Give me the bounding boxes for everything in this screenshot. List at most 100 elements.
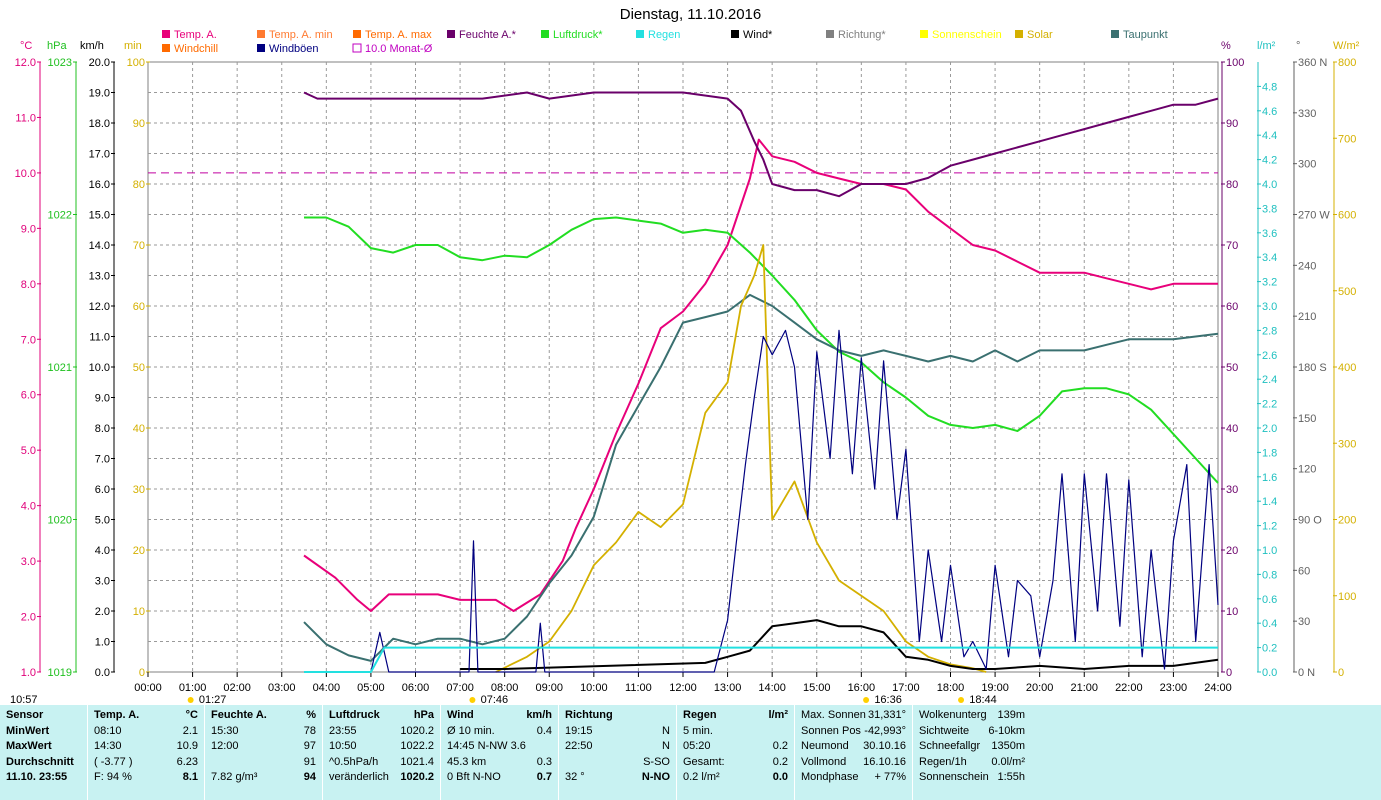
sun-event-icon xyxy=(863,697,870,703)
astro-label: Neumond xyxy=(801,740,849,752)
wind-header: Wind xyxy=(447,709,474,721)
x-tick-label: 04:00 xyxy=(313,682,341,694)
direction-time: 22:50 xyxy=(565,740,593,752)
humidity-tick: 0 xyxy=(1226,667,1232,679)
sun-tick: 70 xyxy=(133,240,145,252)
legend-label: Wind* xyxy=(743,29,773,41)
rain-panel: Regen l/m² 5 min. 05:20 0.2 Gesamt: 0.2 0.2… xyxy=(677,705,795,800)
rain-time: 0.2 l/m² xyxy=(683,771,720,783)
x-tick-label: 24:00 xyxy=(1204,682,1232,694)
sun-event-icon xyxy=(469,697,476,703)
x-tick-label: 06:00 xyxy=(402,682,430,694)
wind-tick: 9.0 xyxy=(95,393,110,405)
sun-tick: 0 xyxy=(139,667,145,679)
humidity-tick: 40 xyxy=(1226,423,1238,435)
astro-label: Vollmond xyxy=(801,755,847,768)
sun-event-label: 18:44 xyxy=(969,694,997,705)
direction-value: S-SO xyxy=(643,755,670,768)
x-tick-label: 07:00 xyxy=(446,682,474,694)
wind-tick: 10.0 xyxy=(89,362,110,374)
wind-tick: 11.0 xyxy=(89,332,110,344)
x-tick-label: 03:00 xyxy=(268,682,296,694)
series-line-luftdruck xyxy=(304,216,1219,484)
sun-tick: 80 xyxy=(133,179,145,191)
temp-value: 2.1 xyxy=(182,724,198,737)
axis-unit-label: min xyxy=(124,40,142,52)
legend-label: Temp. A. min xyxy=(269,29,333,41)
legend-label: Solar xyxy=(1027,29,1053,41)
temp-time: F: 94 % xyxy=(94,771,132,783)
direction-tick: 360 N xyxy=(1298,57,1327,69)
temp-tick: 12.0 xyxy=(15,57,36,69)
humidity-time: 7.82 g/m³ xyxy=(211,771,258,783)
wind-tick: 0.0 xyxy=(95,667,110,679)
legend-swatch xyxy=(447,30,455,38)
pressure-value: 1020.2 xyxy=(400,724,434,737)
rain-unit: l/m² xyxy=(768,709,788,721)
wind-panel: Wind km/h Ø 10 min. 0.4 14:45 N-NW 3.6 45.… xyxy=(441,705,559,800)
pressure-tick: 1020 xyxy=(48,515,72,527)
pressure-time: 23:55 xyxy=(329,724,357,737)
humidity-tick: 30 xyxy=(1226,484,1238,496)
legend-swatch xyxy=(636,30,644,38)
sun-event-icon xyxy=(187,697,194,703)
rain-tick: 1.6 xyxy=(1262,472,1277,484)
axis-unit-label: hPa xyxy=(47,40,67,52)
astro-panel: Max. Sonnen 31,331° Sonnen Pos -42,993° Ne… xyxy=(795,705,913,800)
direction-tick: 300 xyxy=(1298,159,1316,171)
direction-value: N xyxy=(662,740,670,752)
wind-tick: 16.0 xyxy=(89,179,110,191)
legend-label: Temp. A. xyxy=(174,29,217,41)
x-tick-label: 19:00 xyxy=(981,682,1009,694)
astro-value: 30.10.16 xyxy=(863,740,906,752)
x-tick-label: 08:00 xyxy=(491,682,519,694)
pressure-header: Luftdruck xyxy=(329,709,380,721)
sun-event-label: 16:36 xyxy=(874,694,902,705)
sensor-row: MinWert xyxy=(6,724,50,737)
misc-value: 0.0l/m² xyxy=(991,755,1025,768)
series-line-windben xyxy=(370,329,1219,673)
legend-label: Richtung* xyxy=(838,29,886,41)
humidity-tick: 50 xyxy=(1226,362,1238,374)
temp-tick: 4.0 xyxy=(21,501,36,513)
x-tick-label: 09:00 xyxy=(535,682,563,694)
pressure-time: veränderlich xyxy=(329,771,389,783)
sun-event-label: 01:27 xyxy=(199,694,227,705)
temp-tick: 9.0 xyxy=(21,223,36,235)
legend-swatch xyxy=(731,30,739,38)
rain-tick: 3.4 xyxy=(1262,252,1277,264)
sun-tick: 40 xyxy=(133,423,145,435)
pressure-value: 1022.2 xyxy=(400,740,434,752)
direction-value: N-NO xyxy=(641,771,670,783)
humidity-tick: 70 xyxy=(1226,240,1238,252)
temp-value: 10.9 xyxy=(176,740,198,752)
rain-tick: 2.6 xyxy=(1262,350,1277,362)
sun-tick: 50 xyxy=(133,362,145,374)
wind-tick: 18.0 xyxy=(89,118,110,130)
humidity-tick: 20 xyxy=(1226,545,1238,557)
rain-value: 0.2 xyxy=(772,740,788,752)
x-tick-label: 14:00 xyxy=(758,682,786,694)
rain-value: 0.0 xyxy=(772,771,788,783)
x-tick-label: 01:00 xyxy=(179,682,207,694)
rain-tick: 0.4 xyxy=(1262,618,1277,630)
astro-value: + 77% xyxy=(874,771,907,783)
astro-label: Mondphase xyxy=(801,771,859,783)
sensor-row: 11.10. 23:55 xyxy=(6,771,68,783)
series-line-taupunkt xyxy=(303,293,1219,662)
humidity-value: 78 xyxy=(303,724,316,737)
daylight-duration: 10:57 xyxy=(10,694,38,705)
x-tick-label: 18:00 xyxy=(937,682,965,694)
axis-unit-label: l/m² xyxy=(1257,40,1276,52)
x-tick-label: 20:00 xyxy=(1026,682,1054,694)
wind-tick: 8.0 xyxy=(95,423,110,435)
humidity-value: 97 xyxy=(303,740,316,752)
misc-value: 1:55h xyxy=(997,771,1025,783)
direction-tick: 90 O xyxy=(1298,515,1322,527)
wind-tick: 17.0 xyxy=(89,149,110,161)
temp-panel: Temp. A. °C 08:10 2.1 14:30 10.9 ( -3.77 ) 6… xyxy=(88,705,205,800)
solar-tick: 600 xyxy=(1338,210,1356,222)
temp-tick: 10.0 xyxy=(15,168,36,180)
wind-tick: 15.0 xyxy=(89,210,110,222)
solar-tick: 0 xyxy=(1338,667,1344,679)
